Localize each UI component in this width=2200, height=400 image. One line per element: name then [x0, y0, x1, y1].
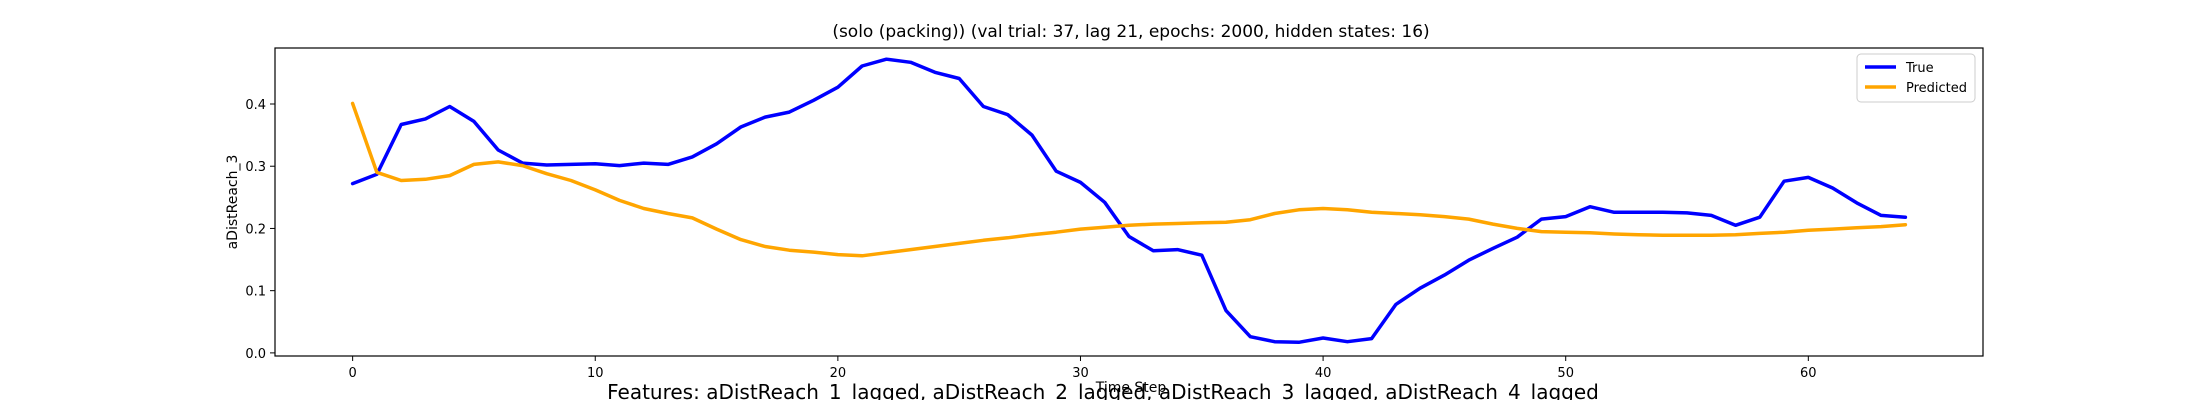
y-tick-label: 0.4 [245, 98, 266, 113]
y-tick-label: 0.1 [245, 285, 266, 300]
legend-label-true: True [1905, 61, 1934, 76]
x-axis-label: Time Step [1095, 380, 1167, 396]
x-tick-label: 10 [587, 366, 604, 381]
y-axis-label: aDistReach_3 [225, 155, 241, 250]
plot-area [274, 47, 1984, 357]
x-axis: 0 10 20 30 40 50 60 [348, 356, 1817, 381]
plot-frame [274, 47, 1984, 357]
y-tick-label: 0.3 [245, 160, 266, 175]
y-axis: 0.0 0.1 0.2 0.3 0.4 [245, 98, 275, 362]
series-line-predicted [350, 101, 1908, 258]
x-tick-label: 0 [348, 366, 356, 381]
legend-label-predicted: Predicted [1906, 81, 1967, 96]
series-line-true [350, 57, 1908, 345]
x-tick-label: 50 [1557, 366, 1574, 381]
features-footer: Features: aDistReach_1_lagged, aDistReac… [607, 380, 1599, 400]
x-tick-label: 20 [830, 366, 847, 381]
y-tick-label: 0.0 [245, 347, 266, 362]
y-tick-label: 0.2 [245, 222, 266, 237]
x-tick-label: 30 [1072, 366, 1089, 381]
chart-title: (solo (packing)) (val trial: 37, lag 21,… [832, 22, 1429, 42]
x-tick-label: 40 [1315, 366, 1332, 381]
legend: True Predicted [1856, 53, 1976, 103]
series-layer [350, 57, 1908, 345]
x-tick-label: 60 [1800, 366, 1817, 381]
